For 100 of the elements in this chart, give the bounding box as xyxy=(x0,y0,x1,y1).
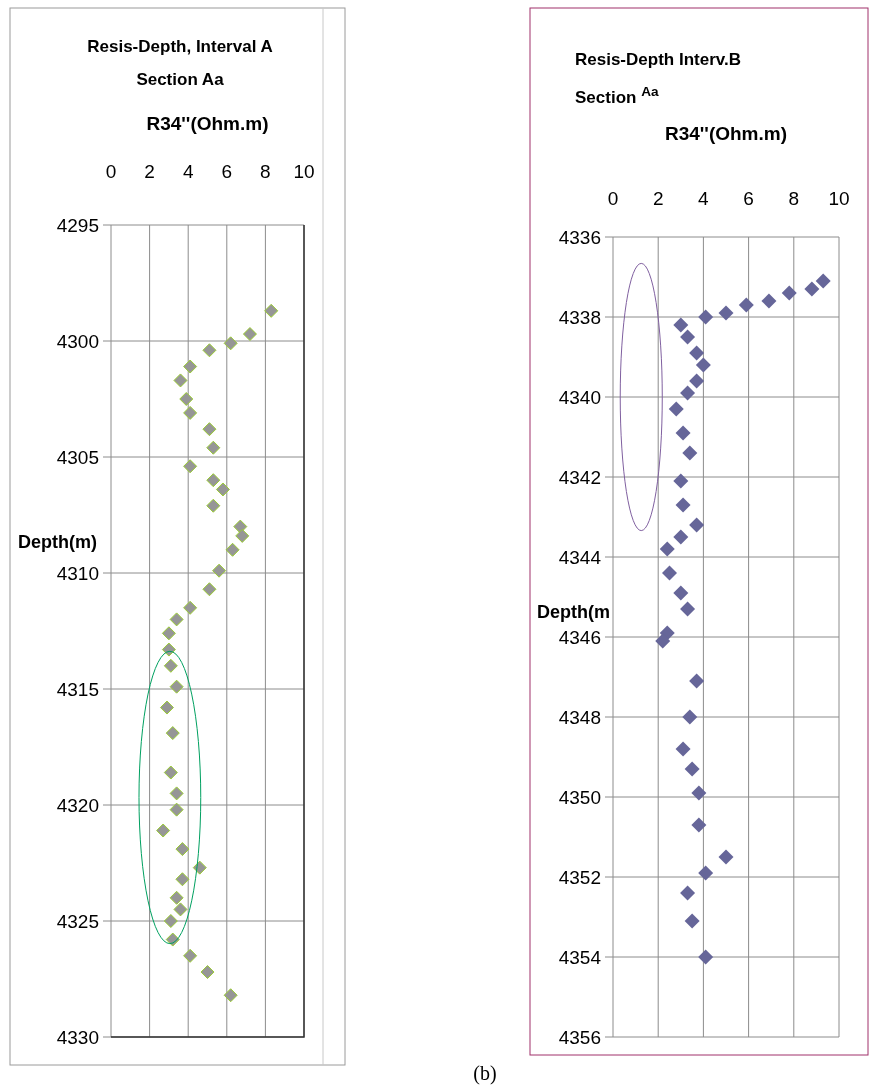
y-tick-label: 4330 xyxy=(56,1027,99,1048)
y-tick-label: 4350 xyxy=(558,787,601,808)
point xyxy=(673,317,689,333)
point xyxy=(815,273,831,289)
y-tick-label: 4305 xyxy=(56,447,99,468)
y-tick-label: 4325 xyxy=(56,911,99,932)
point xyxy=(684,913,700,929)
y-tick-label: 4310 xyxy=(56,563,99,584)
point xyxy=(173,373,188,388)
y-tick-label: 4354 xyxy=(558,947,602,968)
chart-title: Resis-Depth Interv.B xyxy=(575,50,741,69)
point xyxy=(169,612,184,627)
point xyxy=(183,600,198,615)
point xyxy=(223,988,238,1003)
point xyxy=(163,765,178,780)
point xyxy=(659,541,675,557)
point xyxy=(675,741,691,757)
y-tick-label: 4344 xyxy=(558,547,602,568)
point xyxy=(680,329,696,345)
point xyxy=(662,565,677,581)
point xyxy=(691,785,707,801)
point xyxy=(225,542,240,557)
point xyxy=(169,786,184,801)
point xyxy=(206,440,221,455)
point xyxy=(183,459,198,474)
y-tick-label: 4336 xyxy=(558,227,601,248)
point xyxy=(718,849,734,865)
point xyxy=(175,842,190,857)
point xyxy=(675,425,691,441)
point xyxy=(682,709,698,725)
point xyxy=(159,700,174,715)
y-tick-label: 4356 xyxy=(558,1027,601,1048)
x-tick-label: 2 xyxy=(652,188,664,209)
point xyxy=(161,626,176,641)
point xyxy=(698,949,714,965)
point xyxy=(264,303,279,318)
point xyxy=(691,817,707,833)
point xyxy=(169,890,184,905)
point xyxy=(668,401,684,417)
point xyxy=(242,327,257,342)
chart-title: Resis-Depth, Interval A xyxy=(87,37,273,56)
point xyxy=(202,343,217,358)
point xyxy=(695,357,711,373)
y-tick-label: 4346 xyxy=(558,627,601,648)
point xyxy=(163,914,178,928)
x-tick-label: 4 xyxy=(698,188,710,209)
x-tick-label: 4 xyxy=(182,161,194,182)
point xyxy=(689,373,705,389)
point xyxy=(223,336,238,351)
y-tick-label: 4348 xyxy=(558,707,601,728)
point xyxy=(698,309,714,325)
point xyxy=(206,473,221,488)
point xyxy=(680,385,696,401)
point xyxy=(202,582,217,597)
point xyxy=(689,517,705,533)
point xyxy=(183,948,198,963)
point xyxy=(183,359,198,374)
point xyxy=(698,865,714,881)
point xyxy=(156,823,171,838)
y-axis-title: Depth(m xyxy=(537,602,610,622)
point xyxy=(655,633,671,649)
point xyxy=(173,902,188,917)
point xyxy=(673,585,689,601)
y-tick-label: 4342 xyxy=(558,467,601,488)
x-tick-label: 6 xyxy=(743,188,754,209)
text: (b) xyxy=(473,1062,497,1085)
y-axis-title: Depth(m) xyxy=(18,532,97,552)
point xyxy=(175,872,190,887)
point xyxy=(684,761,700,777)
point xyxy=(680,885,696,901)
point xyxy=(781,285,797,301)
point xyxy=(169,802,184,817)
x-tick-label: 8 xyxy=(788,188,800,209)
y-tick-label: 4340 xyxy=(558,387,601,408)
x-axis-title: R34''(Ohm.m) xyxy=(665,123,787,144)
point xyxy=(206,498,221,513)
point xyxy=(673,529,689,545)
x-tick-label: 0 xyxy=(607,188,619,209)
x-axis-title: R34''(Ohm.m) xyxy=(146,113,269,134)
point xyxy=(212,563,227,578)
chart-subtitle: Section $^{Aa}$ xyxy=(575,83,659,107)
point xyxy=(200,965,215,980)
x-tick-label: 2 xyxy=(144,161,155,182)
point xyxy=(682,445,698,461)
point xyxy=(804,281,820,297)
point xyxy=(673,473,689,489)
y-tick-label: 4300 xyxy=(56,331,99,352)
x-tick-label: 0 xyxy=(105,161,117,182)
point xyxy=(202,422,217,437)
y-tick-label: 4315 xyxy=(56,679,99,700)
x-tick-label: 6 xyxy=(221,161,233,182)
y-tick-label: 4320 xyxy=(56,795,99,816)
point xyxy=(738,297,754,313)
point xyxy=(761,293,777,309)
point xyxy=(169,679,184,694)
point xyxy=(680,601,696,617)
chart-subtitle: Section Aa xyxy=(136,70,225,89)
point xyxy=(235,528,250,543)
x-tick-label: 8 xyxy=(260,161,271,182)
point xyxy=(179,392,194,406)
